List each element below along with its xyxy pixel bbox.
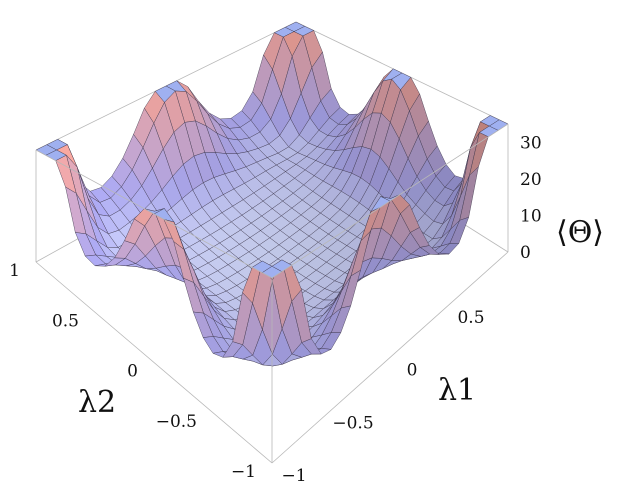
box-edge [35,261,273,464]
x-tick-label: −1 [281,466,306,486]
y-axis-label: λ2 [78,385,116,420]
box-edge [35,149,273,279]
x-axis-label: λ1 [438,373,476,408]
box-edge [271,251,509,464]
bounding-box-front [35,123,509,464]
surface [35,21,509,367]
y-tick-label: 1 [9,261,20,281]
y-tick-label: −0.5 [156,412,197,432]
z-tick-label: 0 [520,243,531,263]
y-tick-label: −1 [231,462,256,482]
z-tick-label: 30 [520,133,542,153]
y-tick-label: 0.5 [52,311,79,331]
x-tick-label: −0.5 [332,413,373,433]
x-tick-label: 0.5 [457,308,484,328]
z-axis-label: ⟨Θ⟩ [556,215,604,250]
z-tick-label: 20 [520,170,542,190]
z-tick-label: 10 [520,206,542,226]
x-tick-label: 0 [407,361,418,381]
y-tick-label: 0 [127,362,138,382]
box-edge [271,123,509,279]
